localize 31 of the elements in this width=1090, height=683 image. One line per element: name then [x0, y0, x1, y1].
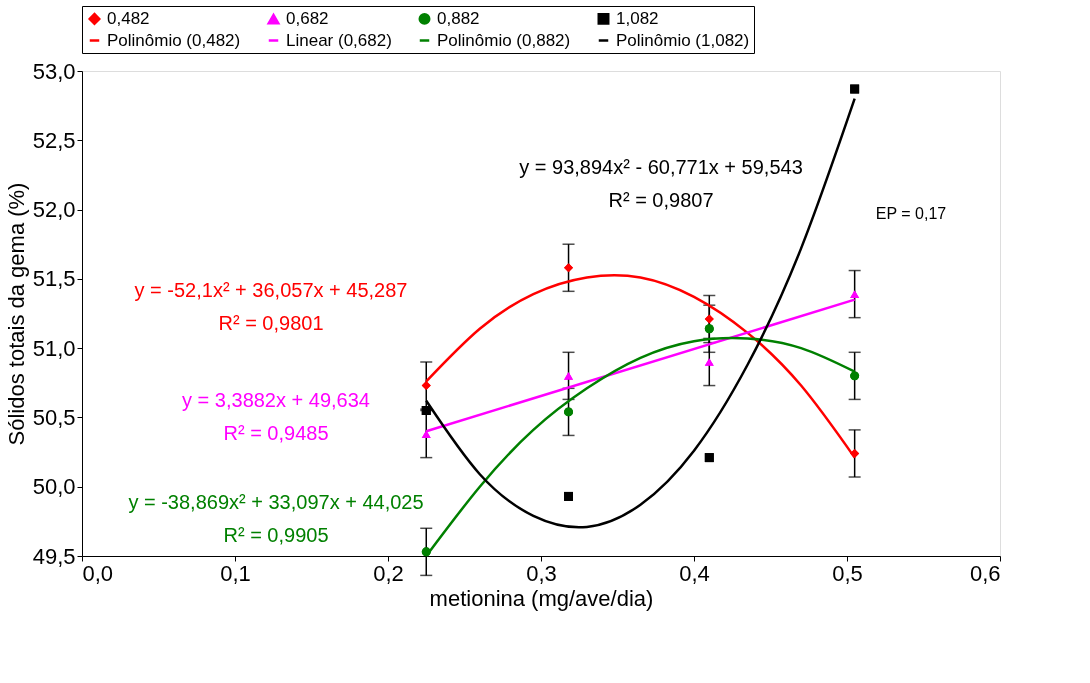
- x-axis-title: metionina (mg/ave/dia): [429, 585, 654, 611]
- x-tick-label: 0,3: [526, 560, 557, 586]
- y-tick-label: 50,5: [32, 404, 76, 430]
- line-series: [425, 97, 856, 529]
- legend-label: 1,082: [616, 8, 659, 28]
- x-tick-label: 0,1: [220, 560, 251, 586]
- y-axis-title: Sólidos totais da gema (%): [3, 182, 29, 446]
- y-tick-label: 53,0: [32, 58, 76, 84]
- y-tick-label: 50,0: [32, 474, 76, 500]
- x-tick-label: 0,0: [82, 560, 114, 586]
- x-tick-label: 0,5: [832, 560, 863, 586]
- legend-label: Polinômio (0,882): [437, 30, 571, 50]
- annotation: EP = 0,17: [875, 205, 947, 222]
- x-tick-label: 0,6: [969, 560, 1001, 586]
- legend-label: 0,882: [437, 8, 480, 28]
- legend-label: Polinômio (1,082): [616, 30, 750, 50]
- x-tick-label: 0,2: [373, 560, 404, 586]
- legend-label: 0,482: [107, 8, 150, 28]
- legend-label: 0,682: [286, 9, 329, 29]
- annotation: y = 3,3882x + 49,634 R² = 0,9485: [182, 389, 370, 444]
- y-tick-label: 51,0: [32, 335, 76, 361]
- x-tick-label: 0,4: [679, 560, 710, 586]
- legend-label: Linear (0,682): [286, 30, 392, 50]
- y-tick-label: 51,5: [32, 266, 76, 292]
- legend-label: Polinômio (0,482): [107, 30, 241, 50]
- y-tick-label: 49,5: [32, 543, 76, 569]
- y-tick-label: 52,0: [32, 197, 76, 223]
- annotation: y = 93,894x² - 60,771x + 59,543 R² = 0,9807: [519, 156, 803, 211]
- y-tick-label: 52,5: [32, 127, 76, 153]
- annotation: y = -38,869x² + 33,097x + 44,025 R² = 0,9905: [128, 491, 424, 546]
- annotation: y = -52,1x² + 36,057x + 45,287 R² = 0,9801: [134, 279, 408, 334]
